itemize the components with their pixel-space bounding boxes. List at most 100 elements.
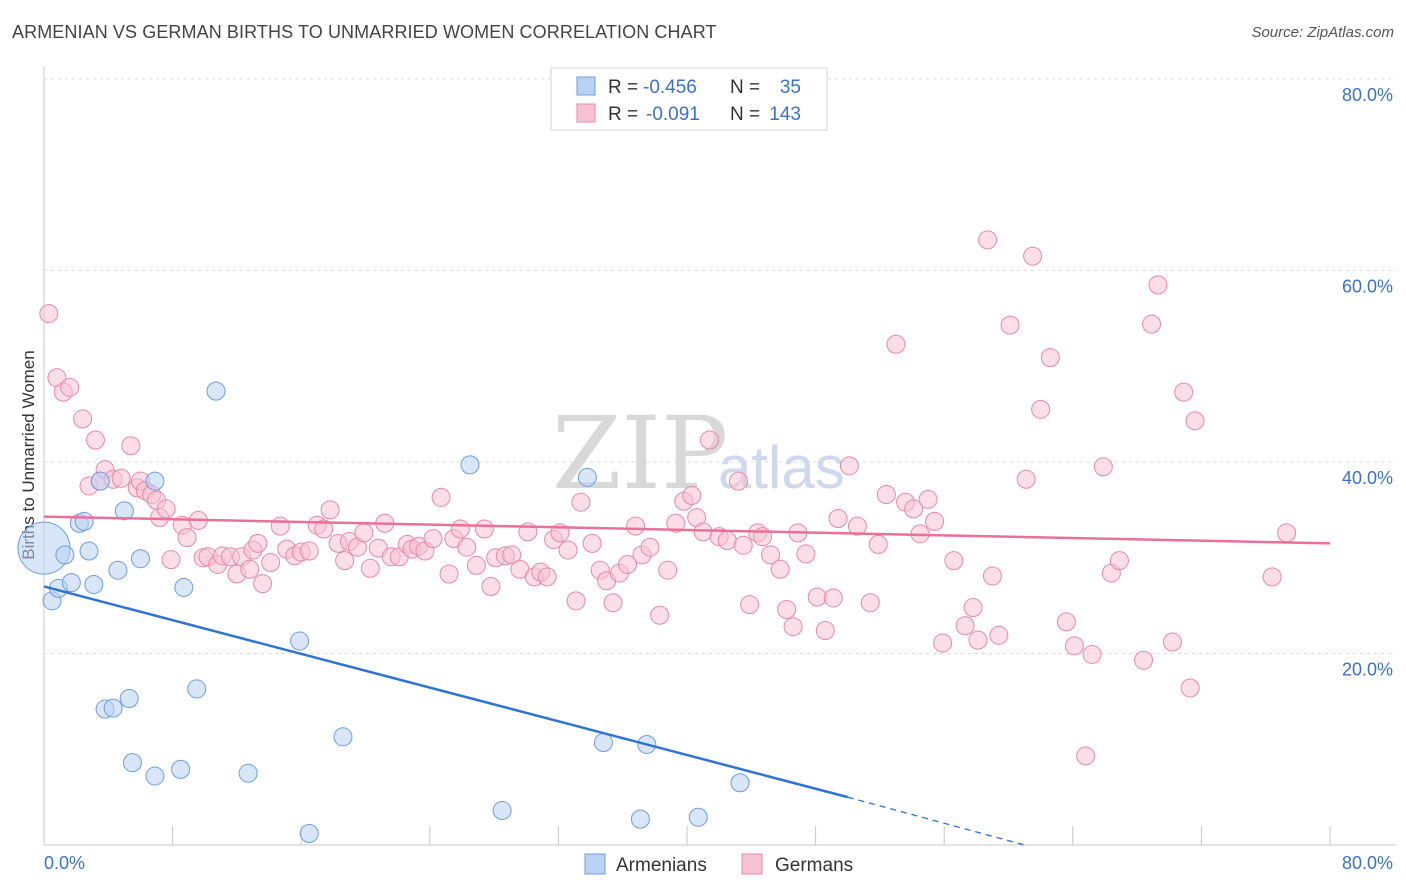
germans-series — [39, 230, 1297, 766]
german-point — [1162, 632, 1182, 652]
german-point — [876, 485, 896, 505]
armenians-trend-line — [43, 585, 849, 799]
german-point — [439, 564, 459, 584]
armenian-point — [290, 631, 310, 651]
german-point — [270, 516, 290, 536]
armenian-point — [688, 807, 708, 827]
german-point — [1056, 612, 1076, 632]
german-point — [868, 534, 888, 554]
y-tick-labels: 20.0% 40.0% 60.0% 80.0% — [1342, 85, 1393, 680]
legend-n-label-0: N = — [730, 77, 760, 98]
source-label: Source: ZipAtlas.com — [1251, 24, 1394, 41]
bottom-legend: Armenians Germans — [584, 853, 853, 876]
german-point — [1064, 636, 1084, 656]
german-point — [925, 511, 945, 531]
armenian-point — [145, 766, 165, 786]
x-tick-label-1: 80.0% — [1342, 853, 1393, 873]
german-point — [955, 616, 975, 636]
y-axis-label: Births to Unmarried Women — [19, 350, 38, 559]
chart-title: ARMENIAN VS GERMAN BIRTHS TO UNMARRIED W… — [12, 22, 717, 42]
german-point — [650, 605, 670, 625]
legend-r-label-0: R = — [608, 77, 638, 98]
german-point — [978, 230, 998, 250]
armenians-series — [17, 381, 750, 844]
german-point — [1023, 246, 1043, 266]
german-point — [968, 630, 988, 650]
german-point — [582, 533, 602, 553]
armenian-point — [333, 727, 353, 747]
armenian-point — [55, 545, 75, 565]
german-point — [796, 544, 816, 564]
german-point — [502, 545, 522, 565]
german-point — [626, 516, 646, 536]
german-point — [1185, 411, 1205, 431]
armenian-point — [122, 753, 142, 773]
german-point — [566, 591, 586, 611]
german-point — [466, 555, 486, 575]
german-point — [360, 558, 380, 578]
german-point — [457, 537, 477, 557]
german-point — [918, 489, 938, 509]
german-point — [603, 593, 623, 613]
german-point — [320, 500, 340, 520]
armenian-point — [630, 809, 650, 829]
german-point — [1134, 650, 1154, 670]
german-point — [1262, 567, 1282, 587]
german-point — [886, 334, 906, 354]
armenians-trend-extension — [847, 796, 1025, 846]
german-point — [1093, 457, 1113, 477]
german-point — [156, 499, 176, 519]
german-point — [161, 550, 181, 570]
german-point — [904, 499, 924, 519]
legend-n-label-1: N = — [730, 104, 760, 125]
armenian-point — [130, 549, 150, 569]
x-axis-ticks — [43, 826, 1331, 845]
german-point — [299, 541, 319, 561]
bottom-legend-swatch-germans — [741, 853, 763, 875]
legend-swatch-armenians — [576, 76, 596, 96]
y-tick-label: 40.0% — [1342, 468, 1393, 488]
legend-r-label-1: R = — [608, 104, 638, 125]
watermark-atlas: atlas — [718, 434, 845, 501]
german-point — [1016, 469, 1036, 489]
legend: R = -0.456 N = 35 R = -0.091 N = 143 — [550, 67, 828, 131]
german-point — [717, 531, 737, 551]
german-point — [121, 436, 141, 456]
x-tick-label-0: 0.0% — [44, 853, 85, 873]
armenian-point — [299, 824, 319, 844]
legend-box — [550, 67, 828, 131]
german-point — [761, 545, 781, 565]
german-point — [450, 519, 470, 539]
german-point — [60, 377, 80, 397]
german-point — [1109, 551, 1129, 571]
legend-n-value-1: 143 — [769, 104, 801, 125]
german-point — [640, 537, 660, 557]
german-point — [1040, 348, 1060, 368]
armenian-point — [61, 573, 81, 593]
german-point — [839, 456, 859, 476]
german-point — [847, 516, 867, 536]
german-point — [1000, 315, 1020, 335]
german-point — [783, 617, 803, 637]
germans-trend-line — [43, 515, 1331, 545]
german-point — [944, 551, 964, 571]
german-point — [1142, 314, 1162, 334]
german-point — [111, 468, 131, 488]
german-point — [1174, 382, 1194, 402]
german-point — [933, 633, 953, 653]
legend-r-value-1: -0.091 — [646, 104, 700, 125]
german-point — [314, 519, 334, 539]
y-tick-label: 80.0% — [1342, 85, 1393, 105]
german-point — [537, 567, 557, 587]
german-point — [177, 528, 197, 548]
armenian-point — [187, 679, 207, 699]
legend-n-value-0: 35 — [780, 77, 801, 98]
german-point — [807, 587, 827, 607]
german-point — [474, 519, 494, 539]
german-point — [982, 566, 1002, 586]
german-point — [815, 621, 835, 641]
german-point — [963, 598, 983, 618]
german-point — [770, 559, 790, 579]
german-point — [481, 576, 501, 596]
german-point — [618, 554, 638, 574]
